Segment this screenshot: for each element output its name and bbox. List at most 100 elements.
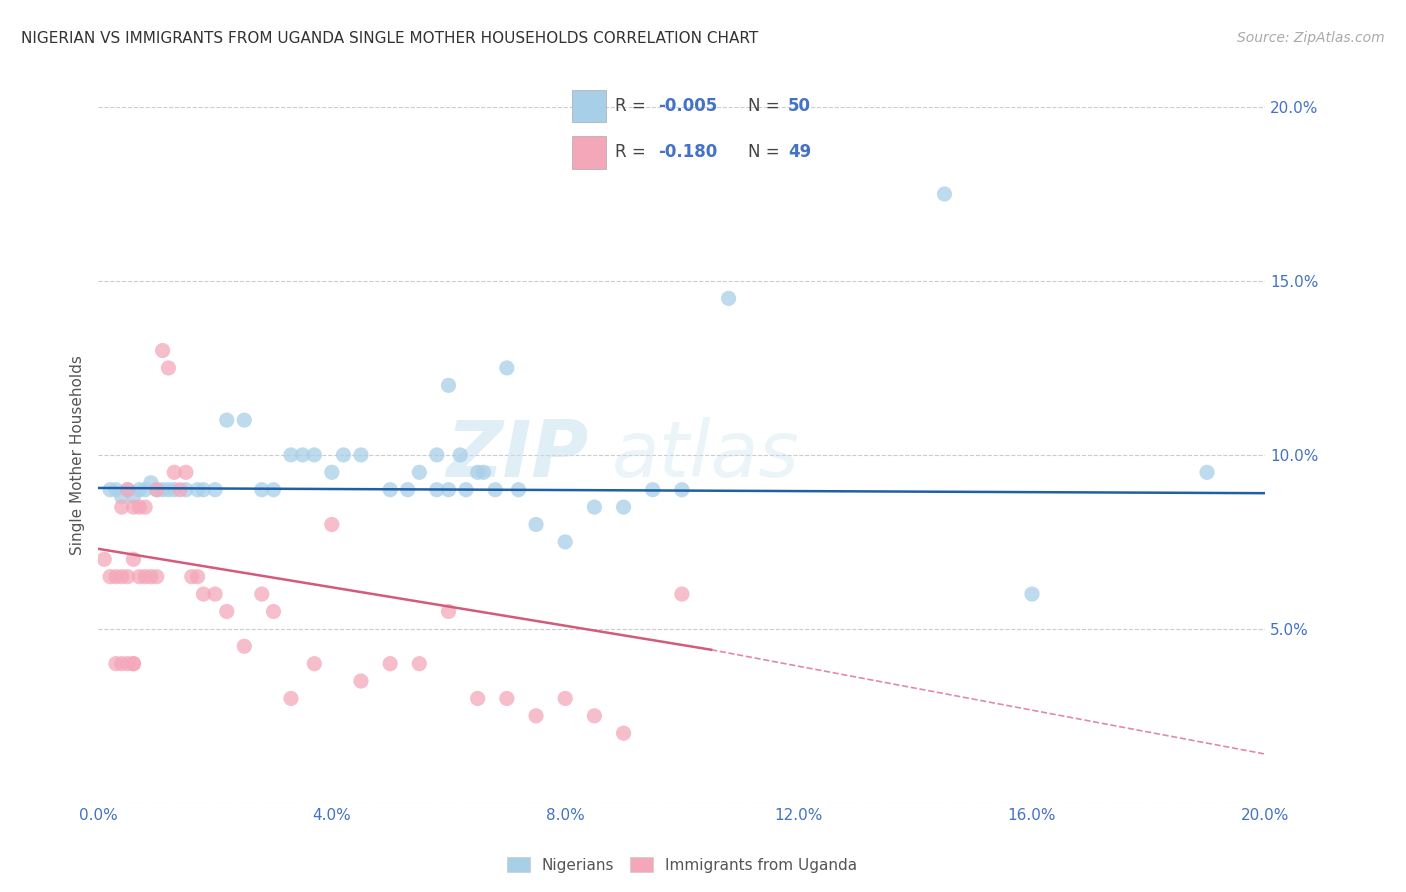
Point: [671, 483, 693, 497]
Point: [134, 500, 156, 514]
Point: [193, 587, 215, 601]
Text: -0.180: -0.180: [658, 144, 717, 161]
Point: [122, 552, 145, 566]
Point: [304, 448, 326, 462]
Point: [612, 726, 634, 740]
Point: [437, 483, 460, 497]
Point: [408, 657, 430, 671]
Point: [117, 570, 139, 584]
Point: [104, 483, 127, 497]
Point: [524, 517, 547, 532]
Text: R =: R =: [614, 144, 657, 161]
Text: 49: 49: [789, 144, 811, 161]
Point: [117, 657, 139, 671]
Point: [262, 605, 284, 619]
Point: [934, 187, 956, 202]
Text: R =: R =: [614, 97, 651, 115]
Point: [111, 570, 134, 584]
Point: [187, 570, 209, 584]
Point: [332, 448, 354, 462]
Point: [187, 483, 209, 497]
Point: [671, 587, 693, 601]
Point: [128, 483, 150, 497]
Point: [291, 448, 314, 462]
Y-axis label: Single Mother Households: Single Mother Households: [70, 355, 86, 555]
Point: [111, 657, 134, 671]
Point: [111, 500, 134, 514]
Point: [350, 674, 373, 689]
Point: [350, 448, 373, 462]
Point: [180, 570, 202, 584]
Point: [717, 291, 740, 305]
Point: [139, 475, 162, 490]
Point: [426, 483, 449, 497]
Point: [508, 483, 530, 497]
Point: [454, 483, 477, 497]
Bar: [572, 90, 606, 122]
Point: [554, 691, 576, 706]
Point: [163, 466, 186, 480]
Point: [554, 534, 576, 549]
Point: [321, 466, 343, 480]
Point: [321, 517, 343, 532]
Point: [524, 708, 547, 723]
Point: [111, 490, 134, 504]
Point: [426, 448, 449, 462]
Point: [98, 483, 121, 497]
Text: NIGERIAN VS IMMIGRANTS FROM UGANDA SINGLE MOTHER HOUSEHOLDS CORRELATION CHART: NIGERIAN VS IMMIGRANTS FROM UGANDA SINGL…: [21, 31, 758, 46]
Point: [122, 657, 145, 671]
Point: [122, 490, 145, 504]
Point: [484, 483, 506, 497]
Point: [472, 466, 495, 480]
Point: [467, 691, 489, 706]
Text: -0.005: -0.005: [658, 97, 717, 115]
Point: [250, 587, 273, 601]
Point: [583, 500, 606, 514]
Point: [157, 483, 180, 497]
Point: [104, 657, 127, 671]
Point: [169, 483, 191, 497]
Point: [104, 570, 127, 584]
Point: [98, 570, 121, 584]
Point: [583, 708, 606, 723]
Point: [467, 466, 489, 480]
Text: 50: 50: [789, 97, 811, 115]
Point: [157, 360, 180, 375]
Point: [437, 605, 460, 619]
Point: [304, 657, 326, 671]
Point: [378, 657, 402, 671]
Point: [117, 483, 139, 497]
Point: [122, 500, 145, 514]
Point: [378, 483, 402, 497]
Point: [93, 552, 115, 566]
Legend: Nigerians, Immigrants from Uganda: Nigerians, Immigrants from Uganda: [501, 850, 863, 879]
Point: [262, 483, 284, 497]
Point: [152, 483, 174, 497]
Text: N =: N =: [748, 97, 785, 115]
Point: [495, 691, 517, 706]
Point: [146, 483, 169, 497]
Point: [134, 483, 156, 497]
Point: [233, 413, 256, 427]
Text: N =: N =: [748, 144, 785, 161]
Point: [163, 483, 186, 497]
Point: [1021, 587, 1043, 601]
Text: Source: ZipAtlas.com: Source: ZipAtlas.com: [1237, 31, 1385, 45]
Point: [117, 483, 139, 497]
Point: [1195, 466, 1218, 480]
Point: [193, 483, 215, 497]
Point: [408, 466, 430, 480]
Point: [280, 448, 302, 462]
Point: [280, 691, 302, 706]
Point: [174, 483, 197, 497]
Point: [215, 413, 238, 427]
Point: [495, 360, 517, 375]
Text: ZIP: ZIP: [446, 417, 589, 493]
Bar: [572, 136, 606, 169]
Point: [612, 500, 634, 514]
Point: [139, 570, 162, 584]
Point: [204, 483, 226, 497]
Point: [396, 483, 419, 497]
Point: [449, 448, 471, 462]
Point: [146, 570, 169, 584]
